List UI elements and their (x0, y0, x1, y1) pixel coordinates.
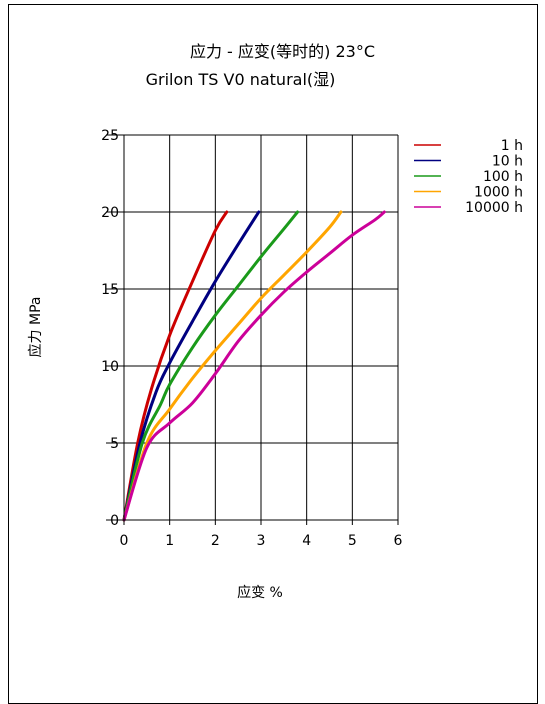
series-line (122, 210, 386, 522)
x-tick-label: 5 (348, 533, 357, 549)
axes: 0 1 2 3 4 5 6 0 5 10 15 20 25 (101, 128, 402, 549)
series-line (122, 210, 229, 522)
chart-title: 应力 - 应变(等时的) 23°C (189, 42, 376, 61)
y-axis-label: 应力 MPa (27, 297, 44, 358)
x-tick-label: 1 (165, 533, 174, 549)
x-axis-label: 应变 % (237, 584, 283, 601)
x-tick-label: 6 (394, 533, 403, 549)
x-tick-label: 4 (302, 533, 311, 549)
legend-label: 10000 h (465, 200, 523, 216)
y-tick-label: 5 (110, 436, 119, 452)
legend-label: 1 h (501, 138, 523, 154)
grid-lines (123, 134, 399, 521)
legend-label: 1000 h (474, 185, 523, 201)
chart-subtitle: Grilon TS V0 natural(湿) (145, 70, 336, 89)
y-tick-label: 10 (101, 359, 119, 375)
y-tick-label: 15 (101, 282, 119, 298)
y-tick-label: 25 (101, 128, 119, 144)
legend-label: 100 h (483, 169, 523, 185)
series-line (122, 210, 261, 522)
series-line (122, 210, 300, 522)
series-line (122, 210, 343, 522)
series-lines (122, 210, 386, 522)
x-tick-label: 2 (211, 533, 220, 549)
x-tick-label: 3 (257, 533, 266, 549)
y-tick-label: 20 (101, 205, 119, 221)
y-tick-label: 0 (110, 513, 119, 529)
x-tick-label: 0 (120, 533, 129, 549)
legend-label: 10 h (492, 154, 523, 170)
